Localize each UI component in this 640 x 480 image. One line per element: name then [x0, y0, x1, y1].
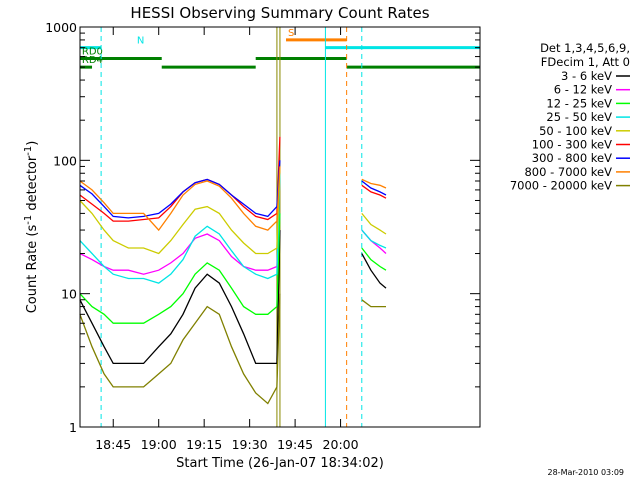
legend-header-line2: FDecim 1, Att 0 [541, 55, 630, 69]
series-layer [79, 136, 387, 405]
flag-rd4-label: RD4 [82, 55, 103, 66]
footer-timestamp: 28-Mar-2010 03:09 [548, 468, 625, 477]
legend-label-800-7000-kev: 800 - 7000 keV [524, 165, 612, 179]
y-axis-label-sup2: -1 [23, 146, 34, 156]
y-axis-label-mid: detector [25, 155, 40, 215]
series-3-6-kev [79, 230, 387, 365]
legend: Det 1,3,4,5,6,9, FDecim 1, Att 0 3 - 6 k… [510, 41, 630, 193]
x-tick-label-20-00: 20:00 [323, 437, 359, 452]
flag-rd0-label: RD0 [82, 47, 103, 58]
y-tick-label-10: 10 [61, 287, 77, 302]
series-800-7000-kev [79, 166, 387, 232]
series-7000-20000-kev [79, 293, 386, 405]
y-axis-label: Count Rate (s-1 detector-1) [23, 141, 40, 314]
x-tick-label-18-45: 18:45 [95, 437, 131, 452]
legend-label-50-100-kev: 50 - 100 keV [539, 124, 612, 138]
x-tick-label-19-00: 19:00 [141, 437, 177, 452]
legend-label-300-800-kev: 300 - 800 keV [532, 151, 612, 165]
x-axis-label: Start Time (26-Jan-07 18:34:02) [176, 456, 384, 471]
tick-layer: 18:45 19:00 19:15 19:30 19:45 20:00 1 10 100 1000 [45, 20, 480, 452]
series-12-25-kev [79, 213, 387, 324]
legend-header-line1: Det 1,3,4,5,6,9, [540, 41, 630, 55]
vline-layer [100, 27, 363, 427]
x-tick-label-19-45: 19:45 [277, 437, 313, 452]
x-tick-label-19-15: 19:15 [186, 437, 222, 452]
series-100-300-kev [79, 136, 387, 222]
y-tick-label-1000: 1000 [45, 20, 77, 35]
legend-label-25-50-kev: 25 - 50 keV [546, 110, 612, 124]
legend-label-3-6-kev: 3 - 6 keV [561, 69, 612, 83]
y-axis-label-end: ) [25, 141, 40, 146]
legend-label-6-12-kev: 6 - 12 keV [554, 83, 612, 97]
chart-title: HESSI Observing Summary Count Rates [130, 4, 429, 22]
y-axis-label-main: Count Rate (s [25, 225, 40, 314]
y-tick-label-1: 1 [69, 420, 77, 435]
legend-label-12-25-kev: 12 - 25 keV [546, 96, 612, 110]
plot-frame [79, 26, 481, 428]
series-25-50-kev [79, 173, 387, 284]
flag-s-label: S [288, 28, 294, 39]
y-tick-label-100: 100 [53, 153, 77, 168]
flag-n-label: N [137, 36, 144, 47]
y-axis-label-sup1: -1 [23, 215, 34, 225]
series-300-800-kev [79, 160, 387, 219]
legend-label-100-300-kev: 100 - 300 keV [532, 138, 612, 152]
series-50-100-kev [79, 166, 387, 255]
series-6-12-kev [79, 213, 387, 275]
legend-label-7000-20000-kev: 7000 - 20000 keV [510, 179, 612, 193]
x-tick-label-19-30: 19:30 [232, 437, 268, 452]
